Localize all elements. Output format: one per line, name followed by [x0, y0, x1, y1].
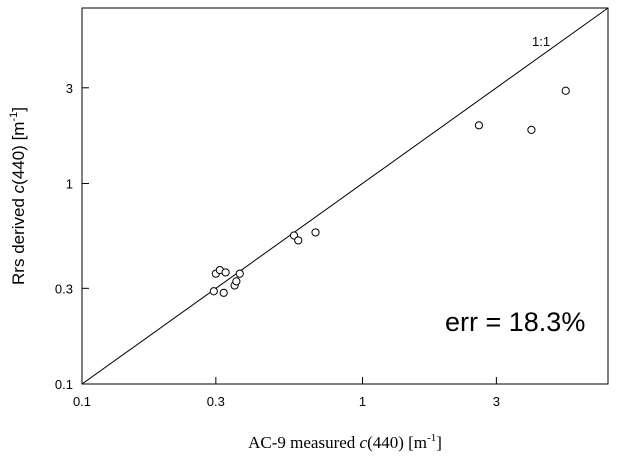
data-point [209, 287, 218, 296]
one-to-one-line [81, 7, 609, 385]
data-point [294, 236, 303, 245]
x-tick-label: 3 [493, 394, 500, 409]
data-point [221, 268, 230, 277]
data-point [235, 269, 244, 278]
y-tick-label: 1 [66, 176, 73, 191]
data-point [311, 228, 320, 237]
x-tick-label: 0.1 [73, 394, 91, 409]
data-point [474, 121, 484, 130]
data-point [561, 86, 570, 95]
data-point [527, 125, 536, 134]
data-point [219, 288, 228, 297]
plot-area: 1:1 err = 18.3% [81, 7, 609, 385]
y-tick-label: 3 [66, 81, 73, 96]
x-tick-label: 1 [359, 394, 366, 409]
y-tick-label: 0.1 [55, 377, 73, 392]
x-tick-label: 0.3 [207, 394, 225, 409]
one-to-one-label: 1:1 [532, 34, 550, 49]
y-tick-label: 0.3 [55, 281, 73, 296]
plot-frame [81, 7, 609, 385]
data-point [232, 277, 241, 286]
y-axis-label: Rrs derived c(440) [m-1] [8, 107, 28, 285]
y-axis: 0.1 0.3 1 3 [55, 81, 89, 392]
x-axis-label: AC-9 measured c(440) [m-1] [248, 432, 442, 452]
data-points [209, 86, 570, 297]
x-axis: 0.1 0.3 1 3 [73, 377, 500, 409]
error-annotation: err = 18.3% [445, 307, 585, 337]
